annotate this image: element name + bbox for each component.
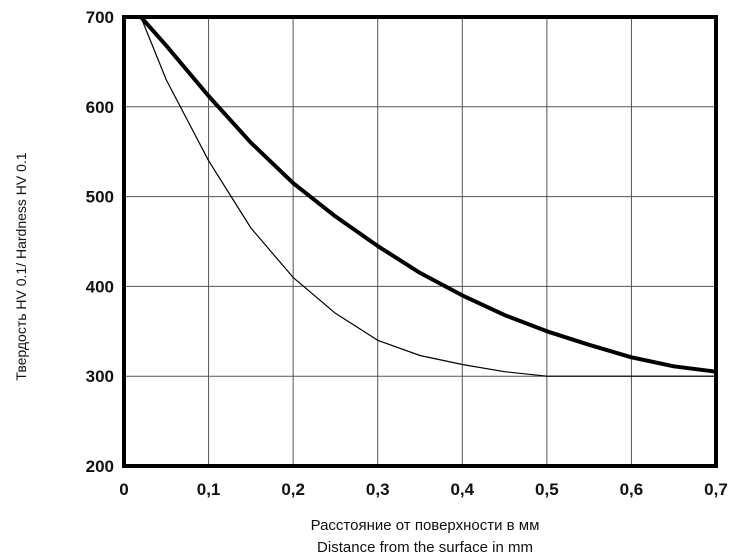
y-tick-label: 200 <box>86 457 114 476</box>
x-axis-label-english: Distance from the surface in mm <box>317 539 533 556</box>
x-axis-label-russian: Расстояние от поверхности в мм <box>311 517 540 534</box>
x-tick-label: 0,1 <box>197 480 221 499</box>
y-tick-label: 700 <box>86 8 114 27</box>
grid <box>123 16 717 467</box>
x-tick-label: 0,2 <box>281 480 305 499</box>
y-tick-label: 500 <box>86 188 114 207</box>
y-tick-label: 600 <box>86 98 114 117</box>
plot-frame <box>122 15 718 468</box>
x-tick-label: 0,6 <box>620 480 644 499</box>
x-tick-labels: 0 0,1 0,2 0,3 0,4 0,5 0,6 0,7 <box>119 480 728 499</box>
x-tick-label: 0,7 <box>704 480 728 499</box>
series-group <box>138 15 718 377</box>
x-tick-label: 0,5 <box>535 480 559 499</box>
x-tick-label: 0 <box>119 480 128 499</box>
series-line-thick <box>138 15 718 374</box>
x-tick-label: 0,3 <box>366 480 390 499</box>
y-tick-label: 300 <box>86 367 114 386</box>
y-tick-label: 400 <box>86 277 114 296</box>
y-tick-labels: 200 300 400 500 600 700 <box>86 8 114 476</box>
x-tick-label: 0,4 <box>450 480 474 499</box>
y-axis-label: Твердость HV 0.1/ Hardness HV 0.1 <box>13 152 29 380</box>
series-line-thin <box>140 16 717 377</box>
